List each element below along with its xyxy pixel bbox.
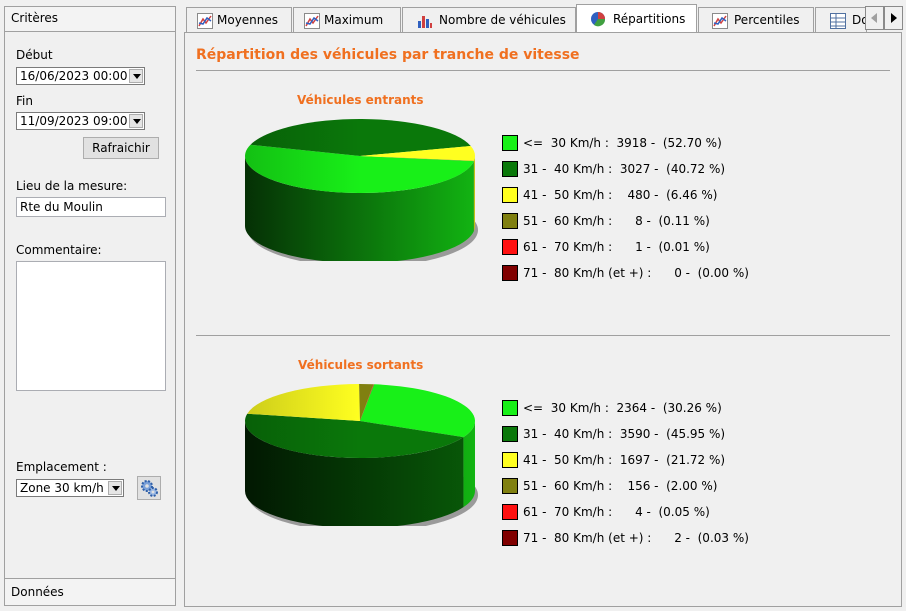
line-chart-icon xyxy=(712,13,728,29)
pie-slice xyxy=(244,144,474,194)
lieu-value: Rte du Moulin xyxy=(20,200,103,214)
pie-chart-entrants xyxy=(244,119,478,261)
line-chart-icon xyxy=(197,13,213,29)
fin-value: 11/09/2023 09:00 xyxy=(20,114,128,128)
pie-chart-sortants xyxy=(245,384,478,526)
data-footer-title: Données xyxy=(11,585,64,599)
legend-swatch xyxy=(502,187,518,203)
legend-text: 31 - 40 Km/h : 3027 - (40.72 %) xyxy=(523,162,726,176)
legend-text: 51 - 60 Km/h : 156 - (2.00 %) xyxy=(523,479,718,493)
legend-swatch xyxy=(502,135,518,151)
legend-text: <= 30 Km/h : 2364 - (30.26 %) xyxy=(523,401,722,415)
pie-slice-side xyxy=(463,421,475,508)
pie-slice xyxy=(250,119,471,156)
legend-text: 51 - 60 Km/h : 8 - (0.11 %) xyxy=(523,214,710,228)
pie-slice xyxy=(360,145,475,161)
pie-slice xyxy=(360,384,374,421)
debut-datetime-picker[interactable]: 16/06/2023 00:00 xyxy=(16,67,145,85)
criteria-header[interactable]: Critères xyxy=(5,7,175,32)
tab-percentiles[interactable]: Percentiles xyxy=(698,7,814,33)
table-icon xyxy=(830,13,846,29)
tab-label: Do xyxy=(852,13,867,27)
pie-slice xyxy=(360,156,474,162)
legend-swatch xyxy=(502,426,518,442)
pie-slice-side xyxy=(245,421,464,526)
chevron-down-icon[interactable] xyxy=(129,114,143,128)
legend-swatch xyxy=(502,530,518,546)
legend-text: 71 - 80 Km/h (et +) : 2 - (0.03 %) xyxy=(523,531,749,545)
criteria-title: Critères xyxy=(11,11,59,25)
tab-scroll-right-button[interactable] xyxy=(884,6,903,30)
pie-slice xyxy=(245,413,464,458)
legend-swatch xyxy=(502,265,518,281)
pie-slice xyxy=(247,384,360,421)
chevron-down-icon[interactable] xyxy=(108,481,122,495)
gears-icon xyxy=(141,480,158,497)
legend-text: <= 30 Km/h : 3918 - (52.70 %) xyxy=(523,136,722,150)
fin-datetime-picker[interactable]: 11/09/2023 09:00 xyxy=(16,112,145,130)
pie-slice xyxy=(360,384,375,421)
refresh-button[interactable]: Rafraichir xyxy=(83,137,159,159)
legend-swatch xyxy=(502,239,518,255)
legend-sortants: <= 30 Km/h : 2364 - (30.26 %) 31 - 40 Km… xyxy=(502,400,802,560)
tab-label: Percentiles xyxy=(734,13,800,27)
legend-text: 41 - 50 Km/h : 1697 - (21.72 %) xyxy=(523,453,726,467)
tab-label: Moyennes xyxy=(217,13,279,27)
tab-label: Maximum xyxy=(324,13,384,27)
chart-title-sortants: Véhicules sortants xyxy=(298,358,424,372)
legend-text: 61 - 70 Km/h : 4 - (0.05 %) xyxy=(523,505,710,519)
chevron-down-icon[interactable] xyxy=(129,69,143,83)
pie-slice xyxy=(360,156,474,162)
tab-donnees[interactable]: Do xyxy=(815,7,867,33)
criteria-panel: Critères Début 16/06/2023 00:00 Fin 11/0… xyxy=(4,6,176,606)
debut-value: 16/06/2023 00:00 xyxy=(20,69,128,83)
pie-slice-side xyxy=(473,156,475,231)
legend-swatch xyxy=(502,504,518,520)
tab-moyennes[interactable]: Moyennes xyxy=(186,7,292,33)
tab-maximum[interactable]: Maximum xyxy=(293,7,401,33)
chart-divider xyxy=(196,335,890,336)
legend-text: 41 - 50 Km/h : 480 - (6.46 %) xyxy=(523,188,718,202)
tab-label: Nombre de véhicules xyxy=(439,13,566,27)
emplacement-value: Zone 30 km/h xyxy=(20,481,104,495)
tab-label: Répartitions xyxy=(613,12,686,26)
legend-text: 61 - 70 Km/h : 1 - (0.01 %) xyxy=(523,240,710,254)
debut-label: Début xyxy=(16,48,53,62)
lieu-label: Lieu de la mesure: xyxy=(16,179,128,193)
line-chart-icon xyxy=(304,13,320,29)
legend-swatch xyxy=(502,452,518,468)
settings-button[interactable] xyxy=(137,476,161,500)
commentaire-label: Commentaire: xyxy=(16,243,102,257)
pie-slice-side xyxy=(245,156,474,261)
pie-slice xyxy=(360,384,475,438)
pie-slice xyxy=(359,384,374,421)
title-divider xyxy=(196,70,890,71)
legend-text: 31 - 40 Km/h : 3590 - (45.95 %) xyxy=(523,427,726,441)
pie-chart-icon xyxy=(591,12,606,27)
legend-swatch xyxy=(502,478,518,494)
page-title: Répartition des véhicules par tranche de… xyxy=(196,47,580,63)
arrow-left-icon xyxy=(871,13,877,23)
tab-nombre-vehicules[interactable]: Nombre de véhicules xyxy=(402,7,576,33)
lieu-input[interactable]: Rte du Moulin xyxy=(16,197,166,217)
tab-repartitions[interactable]: Répartitions xyxy=(576,4,697,33)
data-footer[interactable]: Données xyxy=(5,578,175,605)
emplacement-label: Emplacement : xyxy=(16,460,107,474)
repartitions-panel: Répartition des véhicules par tranche de… xyxy=(184,32,902,607)
chart-title-entrants: Véhicules entrants xyxy=(297,93,424,107)
legend-swatch xyxy=(502,400,518,416)
legend-text: 71 - 80 Km/h (et +) : 0 - (0.00 %) xyxy=(523,266,749,280)
arrow-right-icon xyxy=(891,13,897,23)
legend-swatch xyxy=(502,161,518,177)
emplacement-select[interactable]: Zone 30 km/h xyxy=(16,479,124,497)
bar-chart-icon xyxy=(418,16,432,28)
legend-entrants: <= 30 Km/h : 3918 - (52.70 %) 31 - 40 Km… xyxy=(502,135,802,295)
legend-swatch xyxy=(502,213,518,229)
commentaire-textarea[interactable] xyxy=(16,261,166,391)
fin-label: Fin xyxy=(16,94,33,108)
tab-scroll-left-button[interactable] xyxy=(865,6,884,30)
